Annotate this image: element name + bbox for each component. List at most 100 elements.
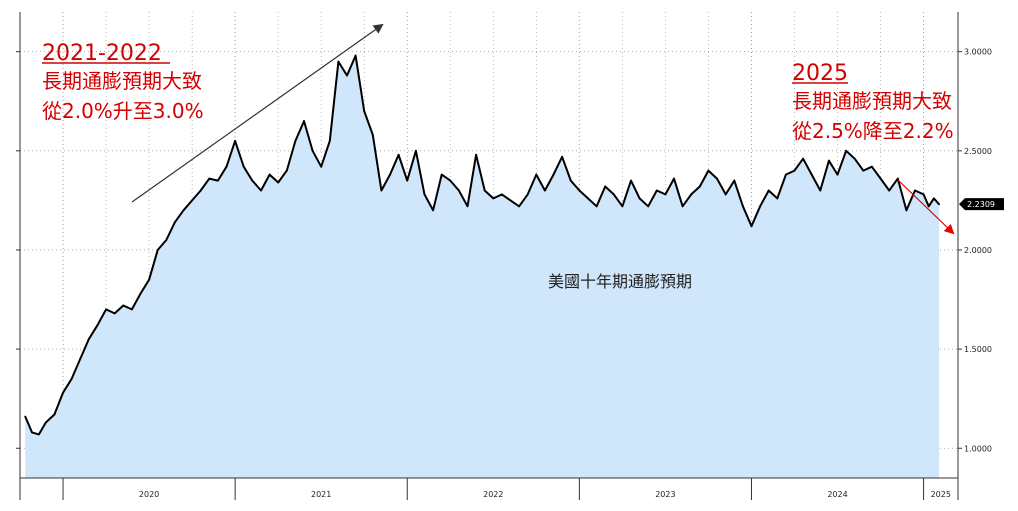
last-value-badge-shape: [959, 198, 1004, 211]
data-point: [552, 173, 555, 176]
data-point: [836, 173, 839, 176]
y-tick-label: 1.0000: [964, 444, 992, 453]
left-annotation: 2021-2022 長期通膨預期大致 從2.0%升至3.0%: [42, 41, 204, 123]
data-point: [113, 312, 116, 315]
data-point: [569, 179, 572, 182]
data-point: [742, 205, 744, 208]
data-point: [70, 378, 73, 380]
data-point: [845, 149, 847, 152]
axis-layer: [16, 12, 962, 500]
data-point: [303, 120, 305, 122]
data-point: [896, 177, 899, 180]
data-point: [242, 165, 245, 168]
data-point: [268, 173, 271, 176]
data-point: [320, 165, 323, 168]
data-point: [53, 413, 56, 416]
data-point: [311, 149, 314, 152]
data-point: [466, 205, 469, 208]
data-point: [389, 173, 391, 176]
x-tick-label: 2020: [139, 490, 159, 499]
data-point: [174, 221, 176, 224]
y-tick-label: 2.0000: [964, 246, 992, 255]
data-point: [888, 189, 891, 192]
data-point: [647, 205, 650, 208]
right-annotation-line1: 長期通膨預期大致: [792, 89, 952, 113]
data-point: [927, 205, 930, 208]
data-point: [587, 197, 589, 200]
data-point: [31, 431, 33, 434]
data-point: [260, 189, 262, 192]
data-point: [853, 157, 856, 160]
data-point: [776, 197, 779, 200]
data-point: [38, 433, 40, 436]
data-point: [621, 205, 624, 208]
data-point: [397, 153, 400, 156]
data-point: [432, 209, 434, 212]
data-point: [578, 189, 581, 192]
data-point: [879, 177, 882, 180]
data-point: [294, 140, 297, 142]
series-label: 美國十年期通膨預期: [548, 272, 692, 291]
data-point: [131, 308, 133, 311]
data-point: [24, 415, 27, 418]
data-point: [354, 54, 357, 57]
data-point: [191, 199, 194, 202]
data-point: [828, 159, 830, 162]
data-point: [148, 278, 151, 281]
data-point: [234, 140, 237, 142]
data-point: [492, 197, 495, 200]
x-tick-label: 2021: [311, 490, 331, 499]
data-point: [285, 169, 288, 172]
data-point: [406, 179, 409, 182]
left-annotation-line1: 長期通膨預期大致: [42, 69, 202, 93]
left-annotation-line2: 從2.0%升至3.0%: [42, 99, 204, 123]
data-point: [535, 173, 538, 176]
last-value-text: 2.2309: [967, 200, 995, 209]
data-point: [673, 177, 675, 180]
data-point: [526, 193, 529, 196]
data-point: [44, 421, 47, 424]
y-tick-layer: 3.0000 2.5000 2.0000 1.5000 1.0000: [964, 48, 992, 454]
data-point: [337, 60, 340, 63]
data-point: [423, 193, 426, 196]
data-point: [87, 338, 90, 341]
data-point: [871, 165, 873, 168]
data-point: [79, 358, 82, 360]
left-annotation-title: 2021-2022: [42, 41, 162, 66]
data-point: [933, 197, 935, 200]
x-tick-label: 2023: [655, 490, 675, 499]
data-point: [380, 189, 383, 192]
data-point: [604, 185, 607, 188]
data-point: [371, 134, 374, 136]
data-point: [156, 249, 159, 251]
data-point: [698, 185, 701, 188]
data-point: [122, 304, 125, 307]
data-point: [346, 74, 348, 77]
data-point: [518, 205, 520, 208]
data-point: [440, 173, 443, 176]
data-point: [716, 177, 718, 180]
data-point: [363, 110, 366, 112]
data-point: [328, 140, 331, 142]
data-point: [475, 153, 477, 156]
data-point: [759, 205, 761, 208]
rise-trend-arrow: [131, 23, 384, 203]
x-tick-label: 2022: [483, 490, 503, 499]
data-point: [707, 169, 710, 172]
data-point: [750, 225, 753, 228]
data-point: [182, 209, 185, 212]
x-tick-label: 2025: [931, 490, 951, 499]
y-tick-label: 1.5000: [964, 345, 992, 354]
data-point: [810, 173, 813, 176]
data-point: [139, 292, 142, 295]
data-point: [483, 189, 486, 192]
y-tick-label: 2.5000: [964, 147, 992, 156]
data-point: [225, 165, 228, 168]
data-point: [785, 173, 787, 176]
series-area-fill: [25, 55, 940, 478]
right-annotation-line2: 從2.5%降至2.2%: [792, 119, 954, 143]
data-point: [449, 179, 452, 182]
data-point: [595, 205, 598, 208]
